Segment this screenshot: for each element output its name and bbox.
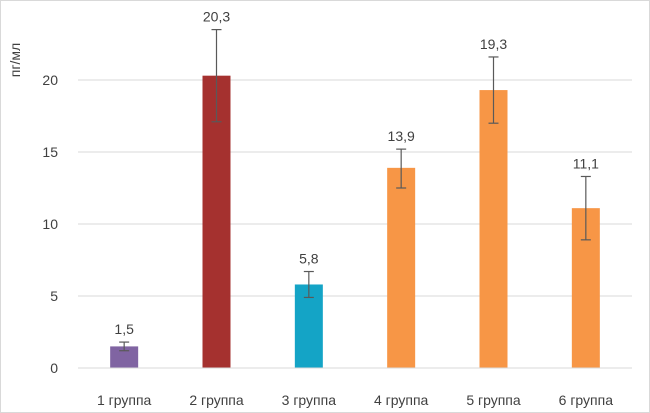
error-bar-4 (396, 148, 407, 189)
y-tick-label: 20 (42, 72, 58, 88)
data-label-2: 20,3 (203, 9, 230, 25)
bars (110, 75, 600, 369)
error-bar-3 (303, 270, 314, 299)
x-tick-label-4: 4 группа (374, 392, 429, 408)
error-bar-6 (580, 175, 591, 241)
bar-3 (294, 284, 323, 368)
bar-5 (479, 90, 508, 368)
x-tick-label-1: 1 группа (97, 392, 152, 408)
y-tick-label: 10 (42, 216, 58, 232)
y-axis-label: пг/мл (7, 43, 23, 77)
x-tick-label-5: 5 группа (466, 392, 521, 408)
y-tick-labels: 0 5 10 15 20 (42, 72, 58, 376)
gridlines (78, 79, 632, 297)
data-label-5: 19,3 (480, 36, 507, 52)
data-label-3: 5,8 (299, 251, 319, 267)
data-labels: 1,5 20,3 5,8 13,9 19,3 11,1 (114, 9, 599, 337)
y-tick-label: 5 (50, 288, 58, 304)
data-label-4: 13,9 (388, 128, 415, 144)
bar-4 (387, 167, 416, 368)
error-bar-1 (119, 341, 130, 352)
error-bars (119, 29, 591, 352)
x-tick-label-3: 3 группа (282, 392, 337, 408)
x-tick-label-6: 6 группа (559, 392, 614, 408)
bar-1 (110, 346, 139, 368)
y-tick-label: 0 (50, 360, 58, 376)
data-label-6: 11,1 (573, 155, 599, 171)
error-bar-2 (211, 29, 222, 123)
x-tick-label-2: 2 группа (189, 392, 244, 408)
x-tick-labels: 1 группа 2 группа 3 группа 4 группа 5 группа… (97, 392, 613, 408)
data-label-1: 1,5 (114, 321, 134, 337)
bar-2 (202, 75, 231, 369)
error-bar-5 (488, 56, 499, 124)
y-tick-label: 15 (42, 144, 58, 160)
